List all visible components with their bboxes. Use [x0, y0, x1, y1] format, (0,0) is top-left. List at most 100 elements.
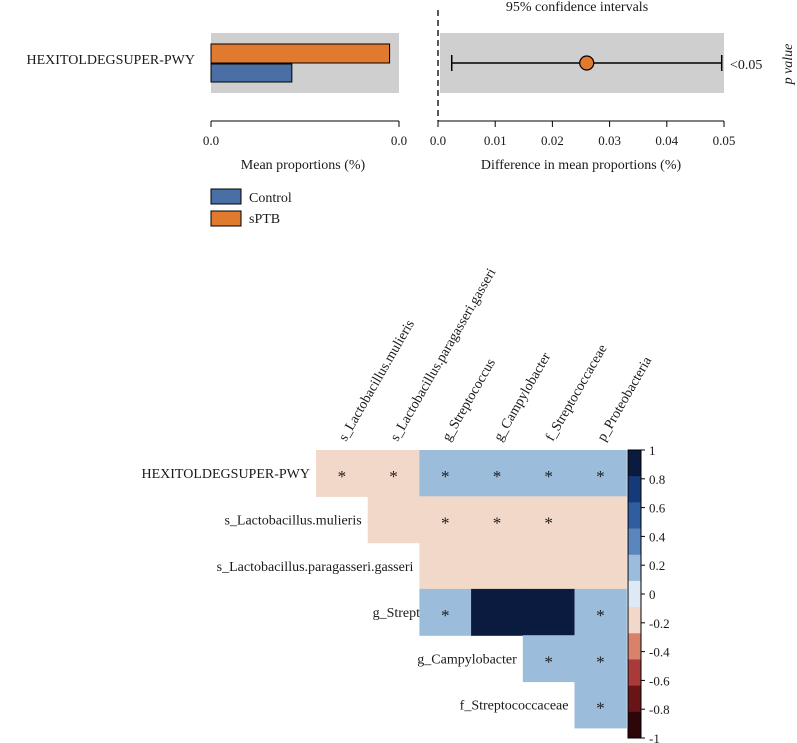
ci-x-tick-label: 0.03 [598, 133, 621, 148]
heatmap-cell [574, 681, 627, 729]
colorbar-segment [628, 502, 641, 530]
heatmap-cell [419, 496, 472, 544]
heatmap-row-label: g_Campylobacter [417, 652, 517, 667]
heatmap-column-label: g_Campylobacter [491, 350, 554, 444]
heatmap-row-labels: HEXITOLDEGSUPER-PWY s_Lactobacillus.mulie… [141, 467, 568, 714]
heatmap-column-labels: s_Lactobacillus.mulieriss_Lactobacillus.… [336, 266, 655, 444]
heatmap-row-label: HEXITOLDEGSUPER-PWY [141, 467, 310, 482]
colorbar-tick-label: 1 [649, 443, 656, 458]
significance-star: * [596, 606, 605, 625]
ci-x-tick-label: 0.04 [655, 133, 678, 148]
colorbar-tick-label: 0.4 [649, 529, 666, 544]
significance-star: * [544, 652, 553, 671]
significance-star: * [493, 513, 502, 532]
heatmap-row-label: s_Lactobacillus.paragasseri.gasseri [217, 560, 414, 575]
heatmap-column-label: s_Lactobacillus.paragasseri.gasseri [388, 266, 499, 444]
colorbar-segment [628, 580, 641, 608]
legend: Control sPTB [210, 188, 292, 227]
heatmap-cell [419, 450, 472, 497]
confidence-interval-panel: 95% confidence intervals 0.0 0.01 0.02 0.03… [430, 0, 796, 173]
colorbar-segment [628, 607, 641, 634]
heatmap-cell [522, 635, 576, 683]
heatmap-row-label: s_Lactobacillus.mulieris [224, 513, 361, 528]
significance-star: * [596, 467, 605, 486]
bar-x-tick-label: 0.0 [391, 133, 407, 148]
heatmap-cell [522, 450, 576, 497]
colorbar-segment [628, 450, 641, 477]
colorbar-segments [628, 450, 641, 739]
significance-star: * [441, 513, 450, 532]
heatmap-cell [367, 496, 420, 544]
heatmap-cell [316, 450, 369, 497]
colorbar-ticks: 1 0.8 0.6 0.4 0.2 0 -0.2 -0.4 -0.6 -0.8 -1 [641, 443, 670, 743]
heatmap-cell [574, 588, 627, 636]
heatmap-column-label: p_Proteobacteria [595, 354, 656, 444]
significance-star: * [596, 652, 605, 671]
heatmap-cell [471, 496, 524, 544]
colorbar-tick-label: -0.2 [649, 616, 670, 631]
heatmap-row-label: f_Streptococcaceae [460, 699, 569, 714]
heatmap-column-label: g_Streptococcus [440, 356, 499, 444]
colorbar-segment [628, 711, 641, 739]
legend-swatch-sptb [210, 210, 242, 227]
legend-label-sptb: sPTB [249, 212, 280, 227]
mean-proportions-panel: HEXITOLDEGSUPER-PWY 0.0 0.0 Mean proport… [26, 33, 407, 173]
significance-star: * [441, 467, 450, 486]
heatmap-cell [574, 496, 627, 544]
heatmap-cell [574, 635, 627, 683]
significance-star: * [596, 699, 605, 718]
ci-x-ticks: 0.0 0.01 0.02 0.03 0.04 0.05 [430, 121, 736, 148]
colorbar-tick-label: -0.8 [649, 702, 670, 717]
pvalue-text: <0.05 [730, 58, 762, 73]
colorbar-segment [628, 685, 641, 713]
significance-star: * [441, 606, 450, 625]
colorbar-segment [628, 554, 641, 582]
heatmap-cell [522, 588, 576, 636]
bar-x-tick-label: 0.0 [203, 133, 219, 148]
heatmap-cell [522, 496, 576, 544]
colorbar-tick-label: 0 [649, 587, 656, 602]
significance-star: * [389, 467, 398, 486]
ci-x-tick-label: 0.01 [484, 133, 507, 148]
colorbar-tick-label: -1 [649, 731, 660, 743]
ci-panel-title: 95% confidence intervals [506, 0, 648, 15]
heatmap-cell [471, 542, 524, 590]
heatmap-significance-stars: * * * * * * * * * * * * * * [338, 467, 605, 718]
colorbar-tick-label: -0.4 [649, 645, 670, 660]
heatmap-cell [367, 450, 420, 497]
bar-x-axis-label: Mean proportions (%) [241, 158, 366, 173]
heatmap-cell [471, 588, 524, 636]
ci-x-axis-label: Difference in mean proportions (%) [481, 158, 682, 173]
legend-label-control: Control [249, 191, 292, 206]
ci-x-tick-label: 0.0 [430, 133, 446, 148]
row-label-pathway: HEXITOLDEGSUPER-PWY [26, 53, 195, 68]
significance-star: * [544, 513, 553, 532]
significance-star: * [493, 467, 502, 486]
ci-point-estimate [579, 55, 595, 71]
colorbar-tick-label: 0.2 [649, 558, 665, 573]
pvalue-axis-label: p value [781, 44, 796, 86]
bar-sptb [210, 43, 391, 64]
bar-control [210, 63, 293, 83]
colorbar-segment [628, 528, 641, 556]
colorbar-segment [628, 659, 641, 687]
heatmap-cell [419, 588, 472, 636]
colorbar-segment [628, 476, 641, 503]
correlation-heatmap: s_Lactobacillus.mulieris s_Lactobacillus.… [141, 266, 656, 729]
colorbar-segment [628, 633, 641, 660]
ci-x-tick-label: 0.05 [713, 133, 736, 148]
colorbar-tick-label: 0.6 [649, 501, 666, 516]
heatmap-cells [316, 450, 627, 729]
significance-star: * [338, 467, 347, 486]
heatmap-cell [574, 542, 627, 590]
heatmap-cell [574, 450, 627, 497]
significance-star: * [544, 467, 553, 486]
legend-swatch-control [210, 188, 242, 205]
colorbar-tick-label: -0.6 [649, 673, 670, 688]
colorbar-tick-label: 0.8 [649, 472, 665, 487]
heatmap-cell [522, 542, 576, 590]
colorbar: 1 0.8 0.6 0.4 0.2 0 -0.2 -0.4 -0.6 -0.8 -1 [627, 443, 670, 743]
ci-x-tick-label: 0.02 [541, 133, 564, 148]
heatmap-cell [471, 450, 524, 497]
